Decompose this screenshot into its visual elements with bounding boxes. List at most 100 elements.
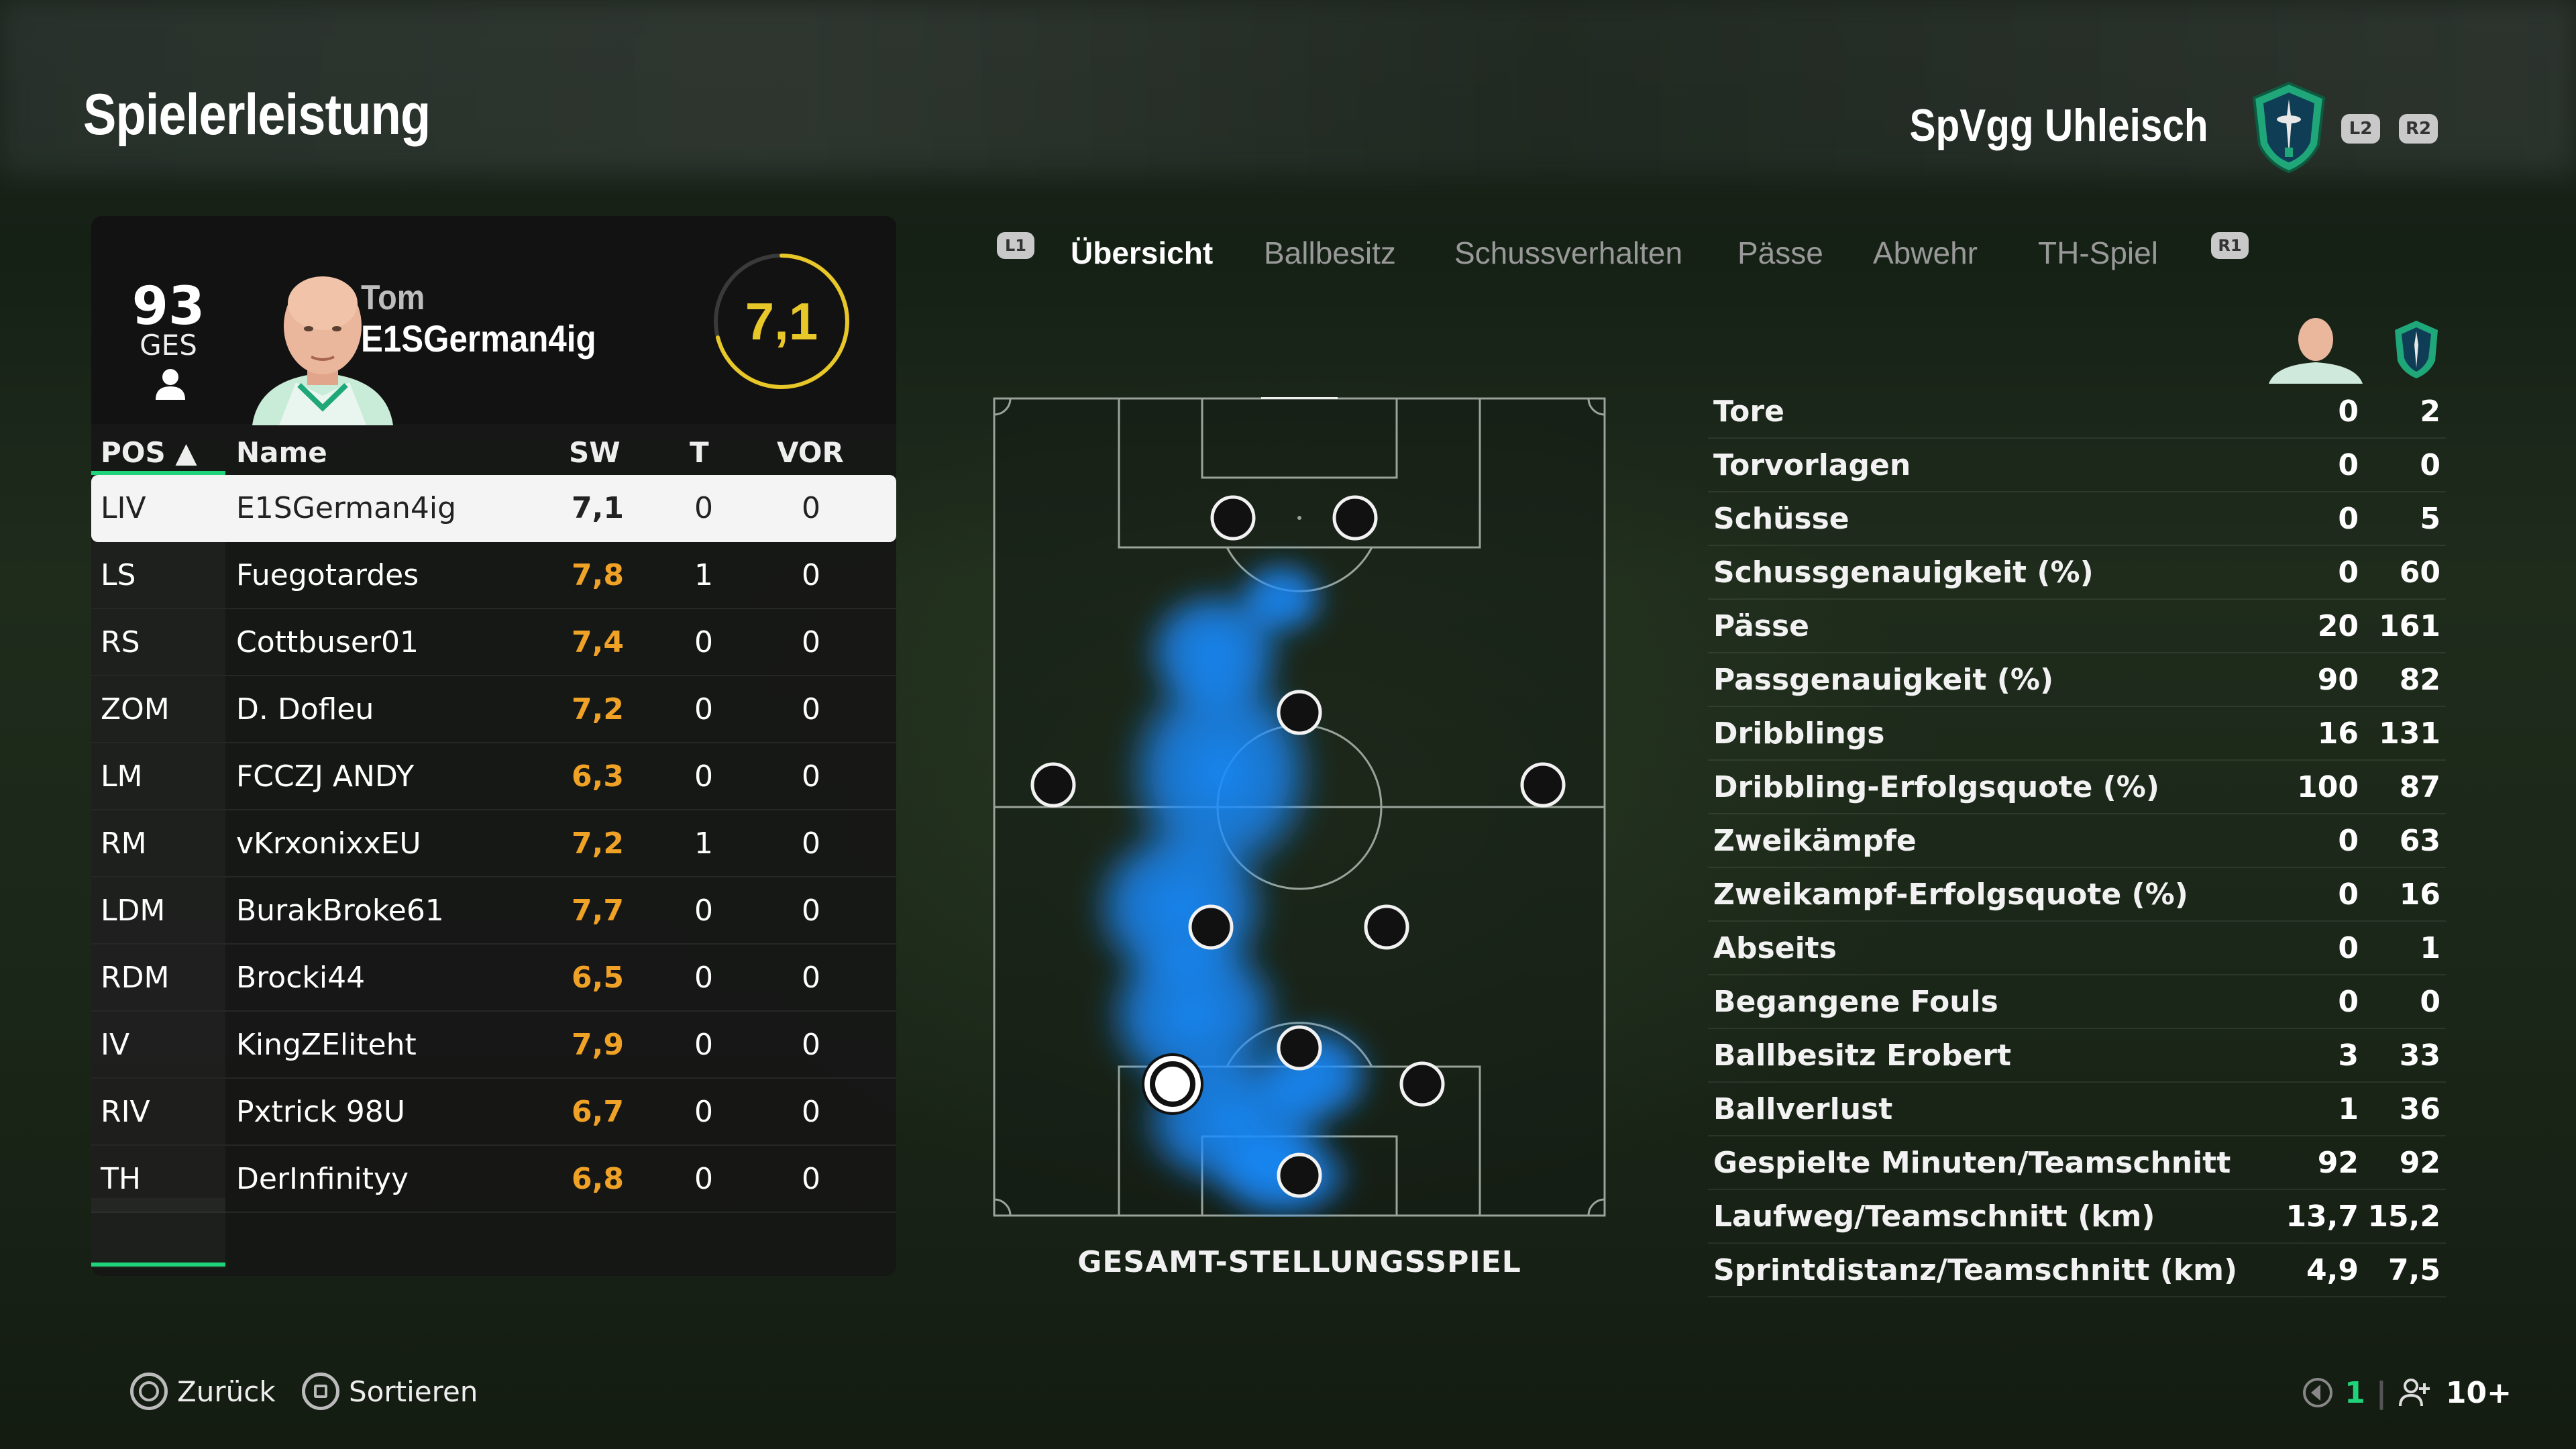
back-action[interactable]: Zurück <box>130 1373 276 1410</box>
player-header: 93 GES Tom E1SGerman4ig 7,1 <box>91 216 896 425</box>
tab-th-spiel[interactable]: TH-Spiel <box>2038 235 2158 270</box>
match-rating: 7,1 <box>745 291 818 351</box>
table-row[interactable]: LM FCCZJ ANDY 6,3 0 0 <box>91 743 896 810</box>
ges-label: GES <box>140 329 197 362</box>
stat-label: Sprintdistanz/Teamschnitt (km) <box>1713 1253 2238 1287</box>
table-row[interactable]: RDM Brocki44 6,5 0 0 <box>91 945 896 1012</box>
column-pos[interactable]: POS ▲ <box>101 436 197 469</box>
stat-label: Schüsse <box>1713 502 1849 536</box>
stat-team-value: 161 <box>2379 609 2440 643</box>
row-pos: LIV <box>101 491 146 525</box>
stat-row: Abseits 0 1 <box>1708 922 2446 975</box>
row-sw: 7,4 <box>572 625 624 659</box>
row-t: 0 <box>694 759 713 794</box>
row-vor: 0 <box>802 625 820 659</box>
stat-row: Sprintdistanz/Teamschnitt (km) 4,9 7,5 <box>1708 1244 2446 1297</box>
table-row[interactable]: LDM BurakBroke61 7,7 0 0 <box>91 877 896 945</box>
player-list: LIV E1SGerman4ig 7,1 0 0 LS Fuegotardes 7,8 1 0 RS… <box>91 475 896 1213</box>
stat-team-value: 60 <box>2399 555 2440 590</box>
table-row[interactable]: RM vKrxonixxEU 7,2 1 0 <box>91 810 896 877</box>
positioning-heatmap <box>993 397 1606 1217</box>
tab-schussverhalten[interactable]: Schussverhalten <box>1454 235 1683 270</box>
stat-label: Dribblings <box>1713 716 1885 751</box>
teammate-position-marker <box>1520 762 1566 808</box>
row-name: E1SGerman4ig <box>236 491 457 525</box>
players-count: 10+ <box>2445 1375 2512 1410</box>
sort-action[interactable]: Sortieren <box>302 1373 478 1410</box>
table-row[interactable]: ZOM D. Dofleu 7,2 0 0 <box>91 676 896 743</box>
stat-player-value: 0 <box>2338 555 2359 590</box>
player-avatar <box>252 276 393 425</box>
player-last-name: E1SGerman4ig <box>361 317 596 360</box>
row-sw: 7,2 <box>572 692 624 727</box>
stat-label: Zweikämpfe <box>1713 824 1917 858</box>
column-vor[interactable]: VOR <box>777 436 844 469</box>
tab-abwehr[interactable]: Abwehr <box>1873 235 1978 270</box>
player-first-name: Tom <box>361 278 425 317</box>
row-vor: 0 <box>802 826 820 861</box>
stat-label: Dribbling-Erfolgsquote (%) <box>1713 770 2159 804</box>
row-pos: RDM <box>101 961 170 995</box>
teammate-position-marker <box>1277 1025 1322 1071</box>
r1-button-hint[interactable]: R1 <box>2211 232 2249 259</box>
table-row[interactable]: LIV E1SGerman4ig 7,1 0 0 <box>91 475 896 542</box>
stat-team-value: 87 <box>2399 770 2440 804</box>
row-name: D. Dofleu <box>236 692 374 727</box>
tab-paesse[interactable]: Pässe <box>1737 235 1823 270</box>
row-t: 0 <box>694 961 713 995</box>
tab-uebersicht[interactable]: Übersicht <box>1071 235 1214 270</box>
table-row[interactable]: IV KingZEliteht 7,9 0 0 <box>91 1012 896 1079</box>
tab-ballbesitz[interactable]: Ballbesitz <box>1264 235 1396 270</box>
teammate-position-marker <box>1399 1061 1445 1107</box>
r2-button-hint[interactable]: R2 <box>2399 114 2438 144</box>
teammate-position-marker <box>1364 904 1409 950</box>
row-t: 1 <box>694 826 713 861</box>
players-icon <box>2398 1379 2430 1407</box>
stat-player-value: 92 <box>2317 1146 2359 1180</box>
stat-player-value: 0 <box>2338 877 2359 912</box>
club-crest-icon <box>2252 81 2326 174</box>
column-name[interactable]: Name <box>236 436 327 469</box>
l1-button-hint[interactable]: L1 <box>997 232 1034 259</box>
table-row[interactable]: RIV Pxtrick 98U 6,7 0 0 <box>91 1079 896 1146</box>
row-t: 0 <box>694 1162 713 1196</box>
stat-row: Dribbling-Erfolgsquote (%) 100 87 <box>1708 761 2446 814</box>
stat-team-value: 36 <box>2399 1092 2440 1126</box>
row-sw: 6,7 <box>572 1095 624 1129</box>
stat-row: Laufweg/Teamschnitt (km) 13,7 15,2 <box>1708 1190 2446 1244</box>
table-row[interactable]: RS Cottbuser01 7,4 0 0 <box>91 609 896 676</box>
stat-label: Ballbesitz Erobert <box>1713 1038 2012 1073</box>
row-name: FCCZJ ANDY <box>236 759 415 794</box>
row-name: KingZEliteht <box>236 1028 417 1062</box>
column-t[interactable]: T <box>690 436 709 469</box>
teammate-position-marker <box>1188 904 1234 950</box>
teammate-position-marker <box>1210 495 1256 541</box>
sort-indicator <box>91 471 225 475</box>
stat-label: Abseits <box>1713 931 1837 965</box>
stat-row: Gespielte Minuten/Teamschnitt 92 92 <box>1708 1136 2446 1190</box>
stadium-background <box>0 0 2576 174</box>
status-area: 1 | 10+ <box>2302 1373 2512 1413</box>
row-name: vKrxonixxEU <box>236 826 421 861</box>
table-row[interactable]: LS Fuegotardes 7,8 1 0 <box>91 542 896 609</box>
row-pos: LS <box>101 558 136 592</box>
row-name: Pxtrick 98U <box>236 1095 405 1129</box>
row-name: Fuegotardes <box>236 558 419 592</box>
heatmap-label: GESAMT-STELLUNGSSPIEL <box>1077 1245 1521 1279</box>
stat-row: Ballverlust 1 36 <box>1708 1083 2446 1136</box>
table-row[interactable]: TH DerInfinityy 6,8 0 0 <box>91 1146 896 1213</box>
stat-label: Tore <box>1713 394 1784 429</box>
stat-team-value: 82 <box>2399 663 2440 697</box>
row-pos: LM <box>101 759 143 794</box>
stat-row: Ballbesitz Erobert 3 33 <box>1708 1029 2446 1083</box>
stat-team-value: 0 <box>2420 448 2440 482</box>
back-label: Zurück <box>177 1375 276 1408</box>
row-vor: 0 <box>802 894 820 928</box>
column-sw[interactable]: SW <box>569 436 621 469</box>
stat-player-value: 13,7 <box>2286 1199 2359 1234</box>
stat-label: Passgenauigkeit (%) <box>1713 663 2054 697</box>
row-t: 0 <box>694 625 713 659</box>
stat-label: Zweikampf-Erfolgsquote (%) <box>1713 877 2188 912</box>
l2-button-hint[interactable]: L2 <box>2341 114 2380 144</box>
row-pos: RM <box>101 826 147 861</box>
